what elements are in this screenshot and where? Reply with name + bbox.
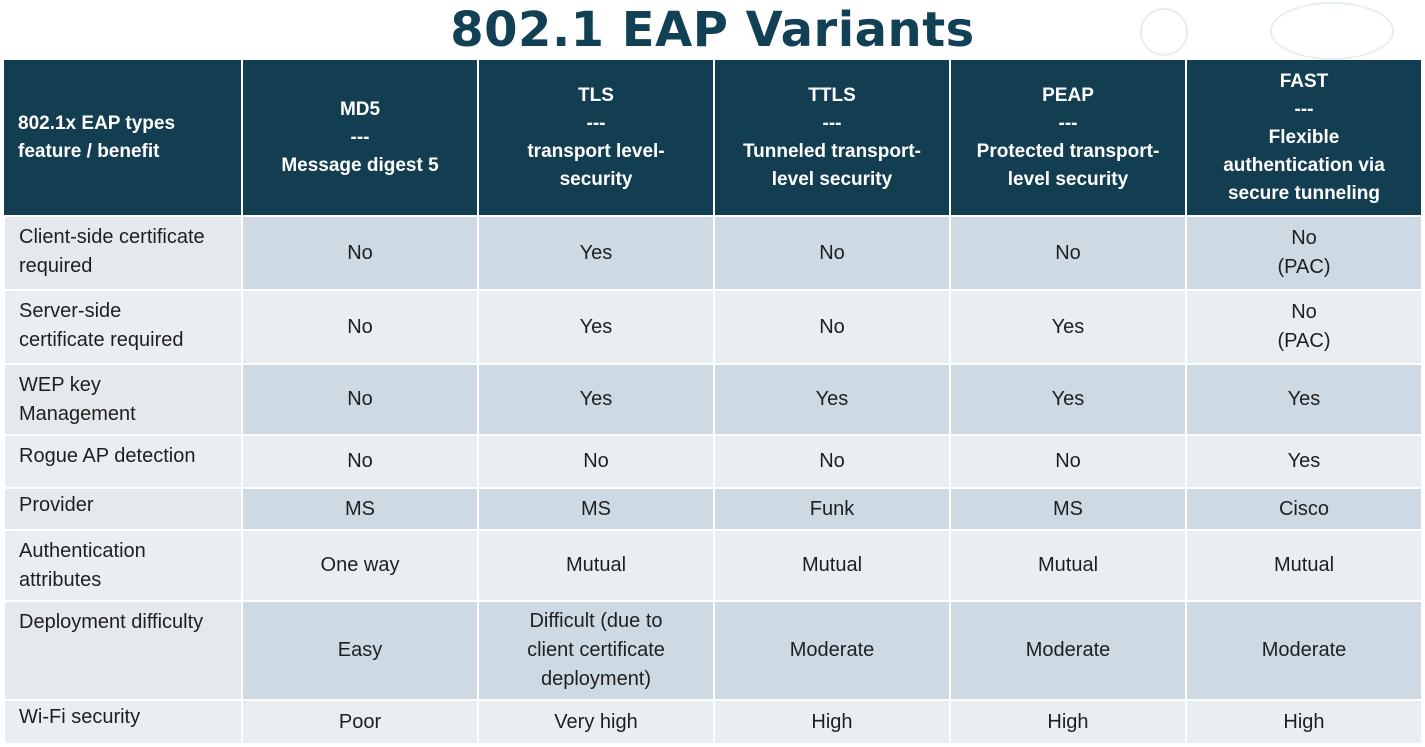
table-cell: High — [1185, 699, 1423, 745]
background-decoration-circle — [1270, 2, 1394, 60]
table-row: Server-side certificate required No Yes … — [3, 289, 1423, 365]
table-row: Wi-Fi security Poor Very high High High … — [3, 699, 1423, 745]
table-cell: Difficult (due to client certificate dep… — [477, 600, 715, 701]
table-cell: High — [713, 699, 951, 745]
table-cell: No — [713, 215, 951, 291]
table-cell: No — [241, 215, 479, 291]
table-cell: Yes — [477, 363, 715, 436]
feature-cell: Deployment difficulty — [3, 600, 243, 701]
column-header-fast: FAST --- Flexible authentication via sec… — [1186, 60, 1423, 216]
table-cell: Moderate — [713, 600, 951, 701]
eap-comparison-table: 802.1x EAP types feature / benefit MD5 -… — [3, 60, 1423, 745]
column-header-ttls: TTLS --- Tunneled transport- level secur… — [714, 60, 951, 216]
table-row: Client-side certificate required No Yes … — [3, 215, 1423, 291]
table-cell: Yes — [1185, 363, 1423, 436]
table-cell: No — [241, 289, 479, 365]
table-row: WEP key Management No Yes Yes Yes Yes — [3, 363, 1423, 436]
table-cell: No — [713, 434, 951, 489]
feature-cell: Rogue AP detection — [3, 434, 243, 489]
table-cell: Cisco — [1185, 487, 1423, 531]
table-cell: Easy — [241, 600, 479, 701]
table-cell: Poor — [241, 699, 479, 745]
table-cell: No (PAC) — [1185, 289, 1423, 365]
feature-cell: Wi-Fi security — [3, 699, 243, 745]
column-header-md5: MD5 --- Message digest 5 — [242, 60, 479, 216]
table-cell: Very high — [477, 699, 715, 745]
table-cell: No — [241, 434, 479, 489]
table-cell: Moderate — [1185, 600, 1423, 701]
table-cell: High — [949, 699, 1187, 745]
feature-cell: Client-side certificate required — [3, 215, 243, 291]
table-row: Deployment difficulty Easy Difficult (du… — [3, 600, 1423, 701]
table-cell: No (PAC) — [1185, 215, 1423, 291]
table-cell: No — [949, 215, 1187, 291]
table-cell: Mutual — [949, 529, 1187, 602]
table-cell: No — [477, 434, 715, 489]
table-cell: MS — [477, 487, 715, 531]
table-cell: Mutual — [1185, 529, 1423, 602]
table-cell: No — [949, 434, 1187, 489]
table-row: Authentication attributes One way Mutual… — [3, 529, 1423, 602]
table-cell: Yes — [477, 289, 715, 365]
table-cell: Moderate — [949, 600, 1187, 701]
table-cell: Yes — [1185, 434, 1423, 489]
feature-cell: Authentication attributes — [3, 529, 243, 602]
table-row: Rogue AP detection No No No No Yes — [3, 434, 1423, 489]
column-header-feature: 802.1x EAP types feature / benefit — [4, 60, 243, 216]
table-cell: Yes — [949, 289, 1187, 365]
table-cell: No — [241, 363, 479, 436]
table-cell: Mutual — [477, 529, 715, 602]
table-cell: Yes — [949, 363, 1187, 436]
page-title: 802.1 EAP Variants — [450, 2, 975, 58]
table-cell: Yes — [477, 215, 715, 291]
feature-cell: Provider — [3, 487, 243, 531]
table-cell: MS — [241, 487, 479, 531]
table-cell: MS — [949, 487, 1187, 531]
table-row: Provider MS MS Funk MS Cisco — [3, 487, 1423, 531]
table-header-row: 802.1x EAP types feature / benefit MD5 -… — [4, 60, 1423, 216]
feature-cell: Server-side certificate required — [3, 289, 243, 365]
column-header-peap: PEAP --- Protected transport- level secu… — [950, 60, 1187, 216]
column-header-tls: TLS --- transport level- security — [478, 60, 715, 216]
table-cell: Yes — [713, 363, 951, 436]
background-decoration-circle — [1140, 8, 1188, 56]
table-cell: No — [713, 289, 951, 365]
table-cell: One way — [241, 529, 479, 602]
feature-cell: WEP key Management — [3, 363, 243, 436]
table-cell: Mutual — [713, 529, 951, 602]
table-cell: Funk — [713, 487, 951, 531]
